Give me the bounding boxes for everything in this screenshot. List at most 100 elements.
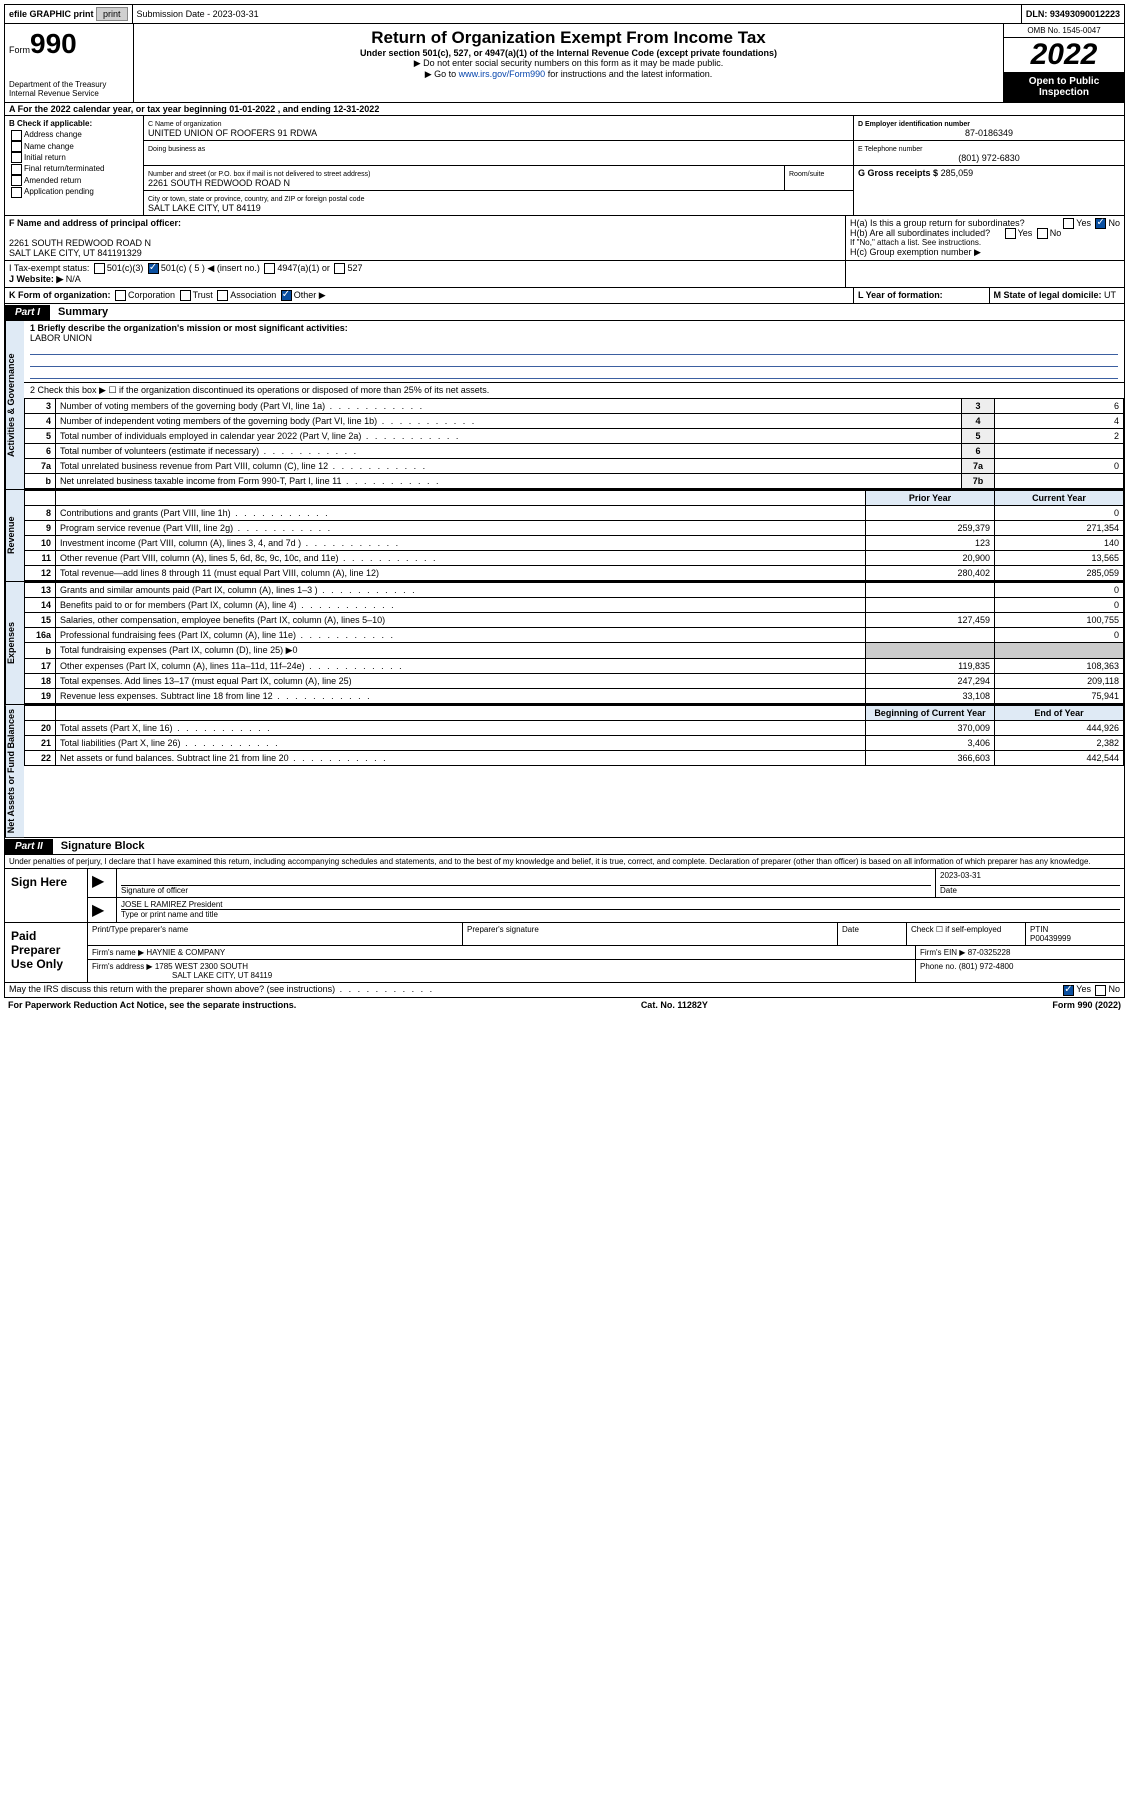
penalty: Under penalties of perjury, I declare th… — [5, 855, 1124, 868]
footer-right: Form 990 (2022) — [1052, 1000, 1121, 1010]
i-lbl: I Tax-exempt status: — [9, 263, 89, 273]
firm-addr1: 1785 WEST 2300 SOUTH — [155, 962, 248, 971]
omb-number: OMB No. 1545-0047 — [1004, 24, 1124, 38]
firm-name-cell: Firm's name ▶ HAYNIE & COMPANY — [88, 946, 916, 959]
l-lbl: L Year of formation: — [858, 290, 943, 300]
ein-cell: D Employer identification number 87-0186… — [854, 116, 1124, 141]
firm-ein: 87-0325228 — [968, 948, 1011, 957]
l16b: Total fundraising expenses (Part IX, col… — [56, 643, 866, 659]
top-bar: efile GRAPHIC print print Submission Dat… — [4, 4, 1125, 24]
i-501c3[interactable] — [94, 263, 105, 274]
type-name-lbl: Type or print name and title — [121, 910, 218, 919]
side-exp: Expenses — [5, 582, 24, 704]
l22: Net assets or fund balances. Subtract li… — [56, 751, 866, 766]
form-header: Form990 Department of the Treasury Inter… — [4, 24, 1125, 103]
dba-lbl: Doing business as — [148, 146, 205, 153]
dba-cell: Doing business as — [144, 141, 853, 166]
i-4947[interactable] — [264, 263, 275, 274]
c19: 75,941 — [995, 689, 1124, 704]
discuss-text: May the IRS discuss this return with the… — [9, 984, 434, 995]
phone-cell: E Telephone number (801) 972-6830 — [854, 141, 1124, 166]
l9: Program service revenue (Part VIII, line… — [56, 521, 866, 536]
part1-header: Part I Summary — [4, 304, 1125, 321]
side-rev: Revenue — [5, 490, 24, 581]
gov-table: 3Number of voting members of the governi… — [24, 398, 1124, 489]
c10: 140 — [995, 536, 1124, 551]
check-pending[interactable] — [11, 187, 22, 198]
sig-officer-cell: Signature of officer — [117, 869, 936, 897]
mission-rule — [30, 356, 1118, 367]
header-right: OMB No. 1545-0047 2022 Open to Public In… — [1004, 24, 1124, 102]
row-a: A For the 2022 calendar year, or tax yea… — [4, 103, 1125, 116]
l13: Grants and similar amounts paid (Part IX… — [56, 583, 866, 598]
k-o3: Association — [230, 290, 276, 300]
h-c: H(c) Group exemption number ▶ — [850, 247, 1120, 258]
p14 — [866, 598, 995, 613]
gross-lbl: G Gross receipts $ — [858, 168, 938, 178]
k-corp[interactable] — [115, 290, 126, 301]
ij-right-spacer — [846, 261, 1124, 287]
p13 — [866, 583, 995, 598]
l14: Benefits paid to or for members (Part IX… — [56, 598, 866, 613]
fh-row: F Name and address of principal officer:… — [4, 216, 1125, 261]
net-table: Beginning of Current YearEnd of Year 20T… — [24, 705, 1124, 766]
paid-lbl: Paid Preparer Use Only — [5, 923, 88, 982]
h-a: H(a) Is this a group return for subordin… — [850, 218, 1120, 228]
c16b — [995, 643, 1124, 659]
no-lbl: No — [1108, 218, 1120, 228]
b-opt-amended: Amended return — [24, 176, 81, 185]
ha-yes[interactable] — [1063, 218, 1074, 229]
c16a: 0 — [995, 628, 1124, 643]
i-501c[interactable] — [148, 263, 159, 274]
ha-no[interactable] — [1095, 218, 1106, 229]
rev-section: Revenue Prior YearCurrent Year 8Contribu… — [4, 490, 1125, 582]
b-opt-final: Final return/terminated — [24, 164, 104, 173]
check-final[interactable] — [11, 164, 22, 175]
line2: 2 Check this box ▶ ☐ if the organization… — [24, 383, 1124, 398]
firm-name: HAYNIE & COMPANY — [146, 948, 225, 957]
b-opt-initial: Initial return — [24, 153, 66, 162]
phone-lbl: E Telephone number — [858, 146, 922, 153]
i-o1: 501(c)(3) — [107, 263, 144, 273]
discuss-no[interactable] — [1095, 985, 1106, 996]
check-initial[interactable] — [11, 152, 22, 163]
yes-lbl2: Yes — [1018, 228, 1033, 238]
k-other[interactable] — [281, 290, 292, 301]
i-o3: 4947(a)(1) or — [277, 263, 330, 273]
discuss-yes[interactable] — [1063, 985, 1074, 996]
self-emp: Check ☐ if self-employed — [907, 923, 1026, 945]
date-lbl: Date — [940, 886, 957, 895]
firm-phone: (801) 972-4800 — [959, 962, 1014, 971]
irs-link[interactable]: www.irs.gov/Form990 — [459, 69, 546, 79]
k-trust[interactable] — [180, 290, 191, 301]
org-name-cell: C Name of organization UNITED UNION OF R… — [144, 116, 853, 141]
l19: Revenue less expenses. Subtract line 18 … — [56, 689, 866, 704]
f-line1: 2261 SOUTH REDWOOD ROAD N — [9, 238, 151, 248]
exp-section: Expenses 13Grants and similar amounts pa… — [4, 582, 1125, 705]
yes3: Yes — [1076, 984, 1091, 994]
p10: 123 — [866, 536, 995, 551]
check-name[interactable] — [11, 141, 22, 152]
hb-no[interactable] — [1037, 228, 1048, 239]
l4: Number of independent voting members of … — [56, 414, 962, 429]
firm-addr-cell: Firm's address ▶ 1785 WEST 2300 SOUTH SA… — [88, 960, 916, 982]
p12: 280,402 — [866, 566, 995, 581]
p16b — [866, 643, 995, 659]
k-assoc[interactable] — [217, 290, 228, 301]
hb-lbl: H(b) Are all subordinates included? — [850, 228, 990, 238]
org-name: UNITED UNION OF ROOFERS 91 RDWA — [148, 128, 317, 138]
b22: 366,603 — [866, 751, 995, 766]
c8: 0 — [995, 506, 1124, 521]
hb-yes[interactable] — [1005, 228, 1016, 239]
print-button[interactable]: print — [96, 7, 128, 21]
check-amended[interactable] — [11, 175, 22, 186]
col-c: C Name of organization UNITED UNION OF R… — [144, 116, 853, 215]
check-address[interactable] — [11, 130, 22, 141]
org-name-lbl: C Name of organization — [148, 121, 222, 128]
i-527[interactable] — [334, 263, 345, 274]
b-title: B Check if applicable: — [9, 119, 92, 128]
part1-title: Summary — [50, 304, 116, 320]
ptin-cell: PTIN P00439999 — [1026, 923, 1124, 945]
begin-head: Beginning of Current Year — [866, 706, 995, 721]
note2-post: for instructions and the latest informat… — [545, 69, 712, 79]
